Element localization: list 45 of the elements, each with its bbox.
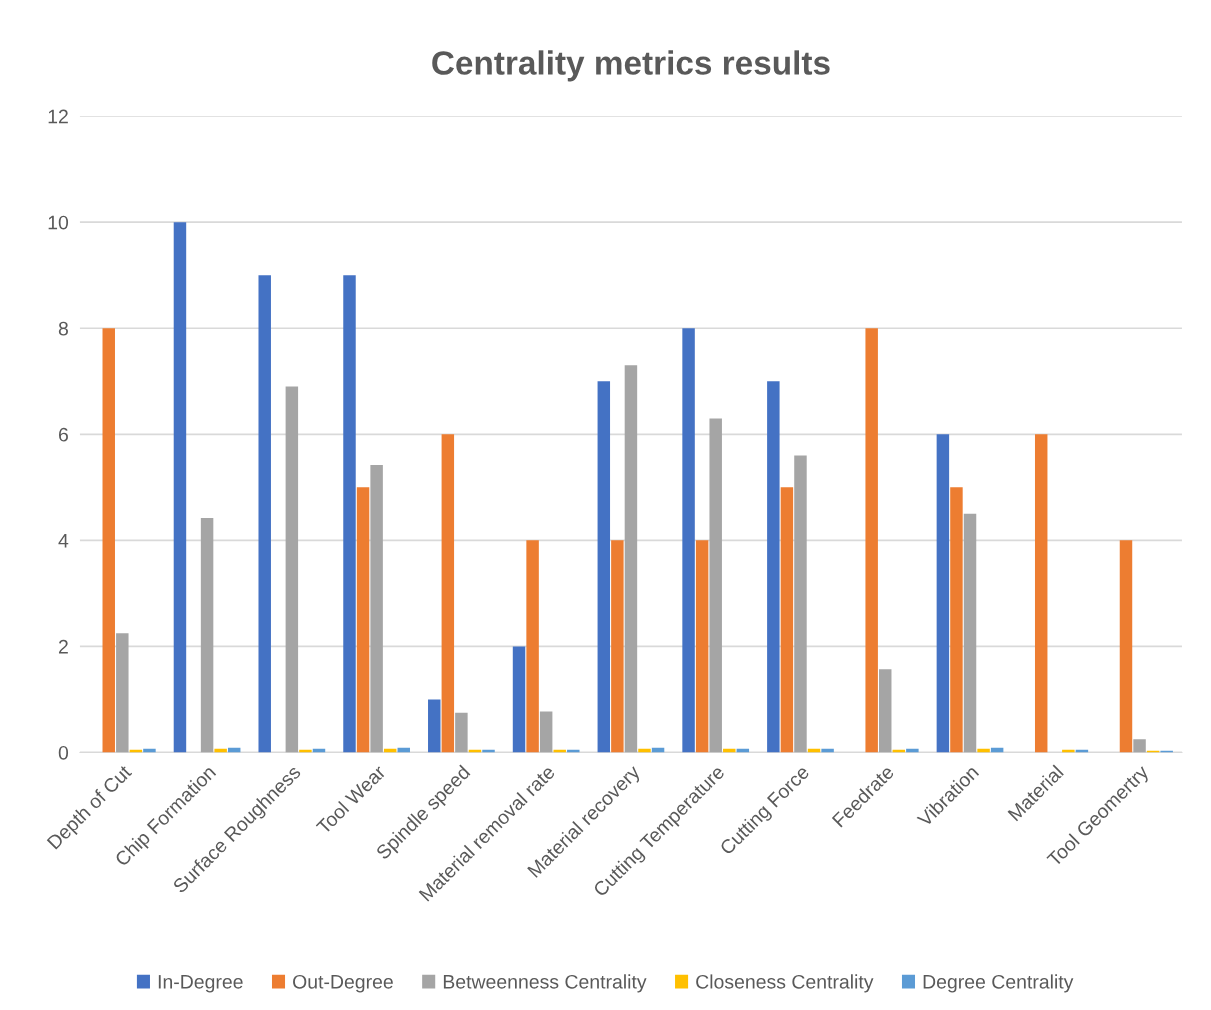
bar xyxy=(285,386,299,753)
bar xyxy=(539,711,553,753)
legend-label: Closeness Centrality xyxy=(696,974,874,993)
y-tick-label: 0 xyxy=(58,745,69,760)
bar xyxy=(356,487,370,753)
bar xyxy=(767,381,780,753)
y-tick-label: 6 xyxy=(58,427,68,442)
bar xyxy=(512,646,526,753)
bar xyxy=(865,328,878,753)
bar xyxy=(611,540,624,753)
bar xyxy=(343,275,356,753)
y-tick-label: 8 xyxy=(58,321,68,336)
bar xyxy=(455,712,468,753)
bar xyxy=(1034,434,1048,753)
bar xyxy=(879,669,892,753)
bar xyxy=(200,518,214,753)
bar xyxy=(173,222,187,753)
legend-label: Degree Centrality xyxy=(923,974,1074,993)
bar xyxy=(1133,739,1146,753)
bar xyxy=(950,487,963,753)
bar xyxy=(258,275,271,753)
bar xyxy=(780,487,794,753)
y-tick-label: 2 xyxy=(58,639,68,654)
bar xyxy=(441,434,455,753)
legend-label: In-Degree xyxy=(158,975,243,993)
bar xyxy=(370,465,383,753)
bar xyxy=(116,633,129,753)
bar xyxy=(682,328,695,753)
chart-title: Centrality metrics results xyxy=(432,50,830,82)
bar xyxy=(794,455,807,753)
bar xyxy=(936,434,950,753)
y-tick-label: 10 xyxy=(48,215,69,230)
bar xyxy=(709,418,722,753)
legend-label: Betweenness Centrality xyxy=(443,974,647,993)
bar xyxy=(597,381,611,753)
y-tick-label: 12 xyxy=(48,109,68,124)
legend-label: Out-Degree xyxy=(293,974,393,993)
bar xyxy=(1119,540,1133,753)
bar xyxy=(624,365,638,753)
y-tick-label: 4 xyxy=(58,534,69,548)
bar xyxy=(102,328,115,753)
bar xyxy=(526,540,539,753)
bar xyxy=(428,699,441,753)
bar xyxy=(963,513,977,753)
bar xyxy=(695,540,709,753)
